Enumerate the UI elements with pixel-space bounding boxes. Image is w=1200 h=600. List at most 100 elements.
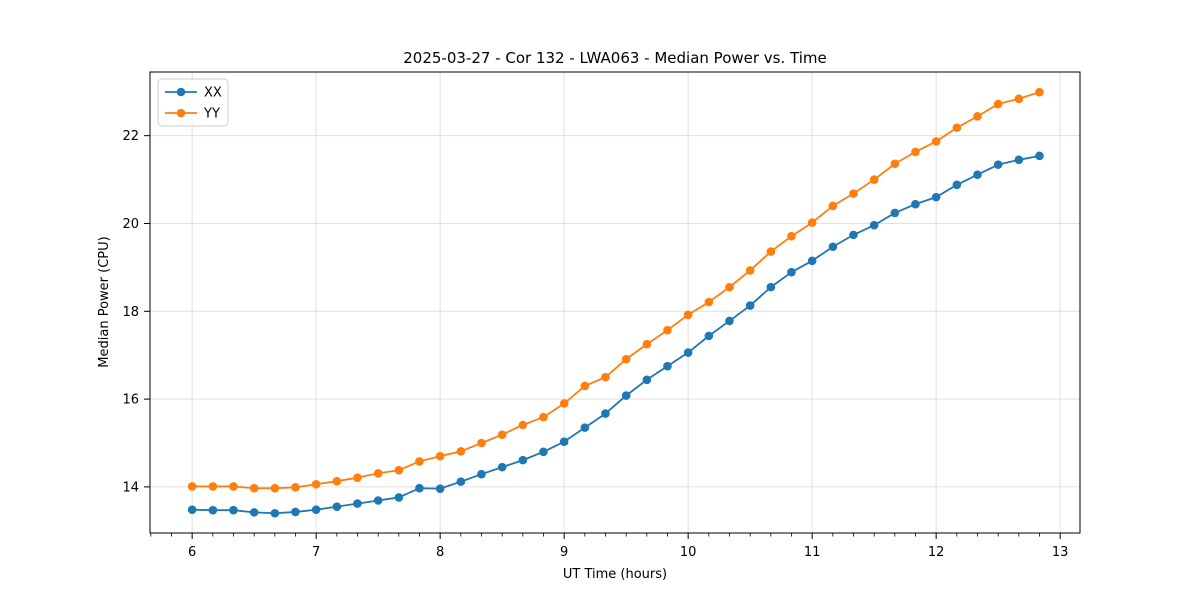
data-point-xx [497,462,507,472]
data-point-xx [1014,155,1024,165]
data-point-xx [725,316,734,326]
data-point-xx [187,505,197,515]
x-tick-label: 8 [436,545,444,560]
data-point-xx [249,508,259,517]
x-axis-label: UT Time (hours) [563,567,667,582]
data-point-yy [580,381,590,391]
data-point-yy [849,189,858,198]
x-tick-label: 12 [928,545,945,560]
data-point-xx [642,375,652,385]
data-point-xx [270,508,280,518]
data-point-yy [890,159,900,169]
legend-label-xx: XX [204,86,222,101]
data-point-xx [601,409,610,418]
data-point-yy [745,266,755,275]
data-point-xx [332,502,342,511]
data-point-yy [993,99,1003,109]
data-point-yy [497,430,507,439]
data-point-yy [208,482,218,491]
data-point-xx [291,507,300,517]
data-point-yy [311,479,321,489]
data-point-xx [745,301,755,310]
data-point-xx [208,505,218,515]
plot-area: 6 7 8 9 10 11 12 13 14 16 18 20 22 [122,71,1081,560]
data-point-xx [911,199,920,209]
x-tick-label: 11 [804,545,821,560]
data-point-yy [869,175,879,184]
data-point-xx [539,447,548,457]
data-point-xx [435,484,445,493]
data-point-xx [849,230,858,240]
data-point-yy [1035,87,1044,97]
data-point-yy [663,325,672,335]
data-point-yy [373,468,383,478]
data-point-yy [952,123,962,133]
data-point-yy [828,201,838,211]
chart-title: 2025-03-27 - Cor 132 - LWA063 - Median P… [403,49,827,67]
data-point-xx [373,496,383,505]
x-tick-label: 6 [188,545,196,560]
legend-marker-yy-icon [176,108,186,118]
axes-spines [149,71,1081,534]
data-point-yy [642,339,652,349]
data-point-xx [518,455,528,465]
data-point-yy [353,473,362,482]
data-point-xx [559,437,569,446]
data-point-yy [435,451,445,461]
data-point-xx [683,348,693,357]
data-point-xx [311,505,321,515]
data-point-yy [683,310,693,320]
data-point-yy [249,483,259,493]
data-point-yy [229,482,238,491]
data-point-xx [973,170,982,180]
data-point-xx [456,477,466,486]
data-point-yy [270,483,280,493]
y-tick-label: 20 [122,217,139,232]
series-line-xx [192,154,1040,515]
data-point-yy [807,218,817,227]
legend-label-yy: YY [203,107,220,122]
data-point-yy [518,420,528,430]
y-tick-label: 14 [122,480,139,495]
data-point-yy [787,231,796,241]
data-point-xx [663,361,672,371]
x-tick-label: 13 [1052,545,1069,560]
data-point-xx [807,256,817,266]
x-tick-label: 10 [680,545,697,560]
data-point-xx [787,267,796,277]
data-point-yy [601,372,610,382]
data-point-xx [931,192,941,202]
data-point-yy [973,112,982,121]
x-tick-label: 7 [312,545,320,560]
data-point-xx [229,505,238,515]
data-point-yy [931,137,941,146]
data-point-xx [477,469,486,479]
data-point-xx [394,493,404,502]
data-point-yy [539,412,548,422]
data-point-xx [890,208,900,218]
data-point-xx [353,499,362,508]
data-point-yy [704,297,714,307]
data-point-xx [952,180,962,190]
data-point-yy [291,483,300,492]
legend: XX YY [157,78,229,127]
y-tick-label: 18 [122,305,139,320]
data-point-xx [580,423,590,432]
x-tick-label: 9 [560,545,568,560]
data-point-xx [828,242,838,252]
y-tick-label: 16 [122,393,139,408]
data-point-yy [477,438,486,448]
data-point-yy [621,354,631,364]
data-point-yy [415,457,424,466]
legend-entry-yy: YY [165,107,220,122]
legend-marker-xx-icon [176,87,186,97]
data-point-xx [1035,151,1044,161]
data-point-yy [332,476,342,486]
data-point-xx [869,220,879,230]
y-tick-label: 22 [122,129,139,144]
data-point-xx [415,483,424,493]
y-axis-label: Median Power (CPU) [97,236,112,367]
data-point-yy [1014,94,1024,104]
